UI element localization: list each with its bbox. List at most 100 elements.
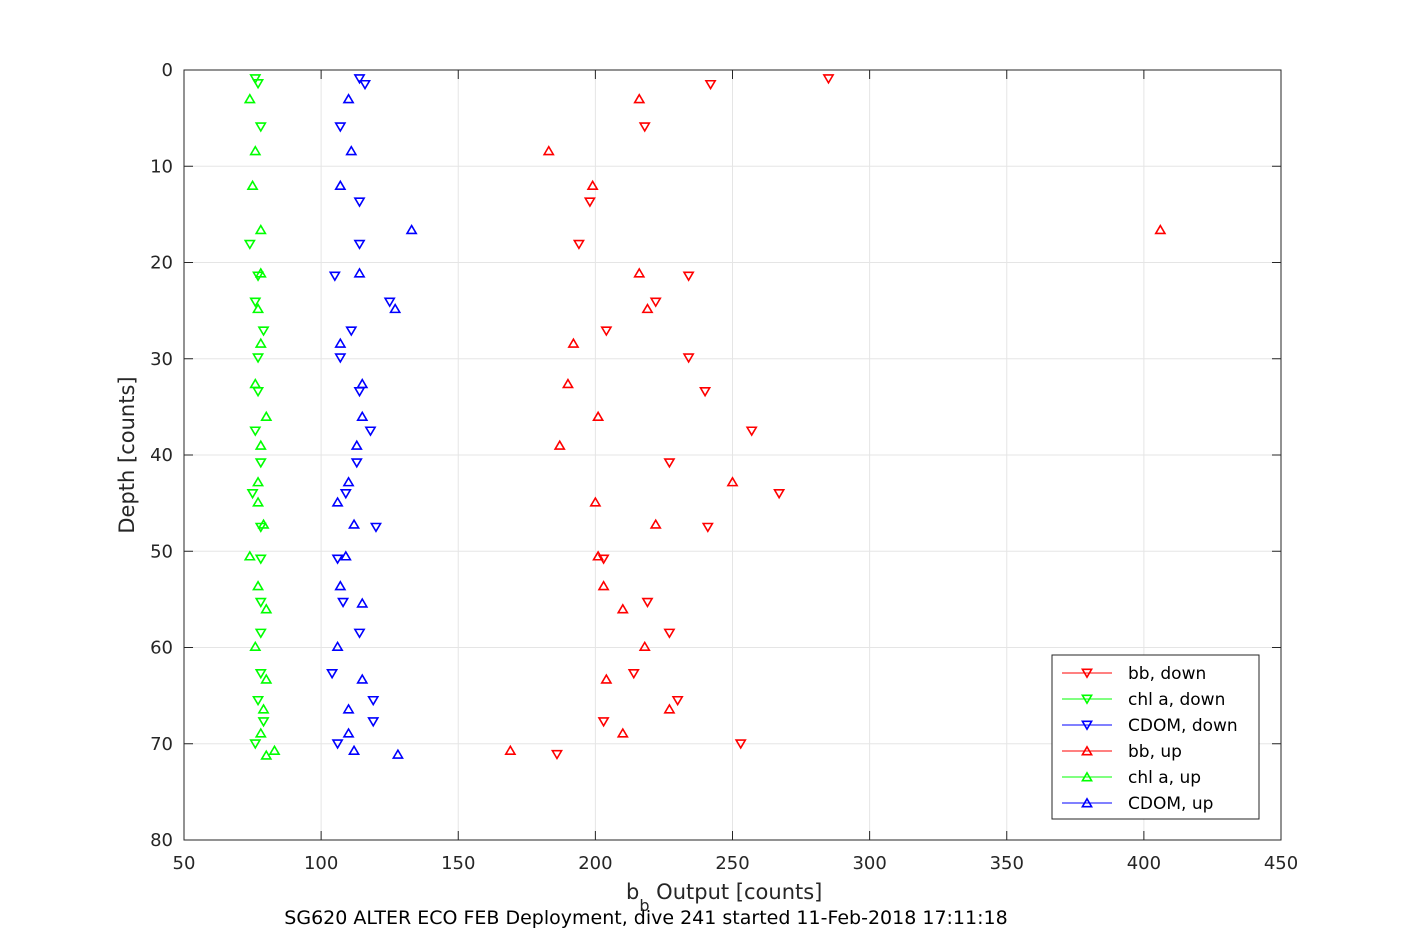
data-point xyxy=(268,744,281,755)
data-point xyxy=(561,378,574,389)
legend-marker xyxy=(1081,745,1093,756)
data-point xyxy=(254,597,267,608)
data-point xyxy=(616,603,629,614)
data-point xyxy=(353,197,366,208)
data-point xyxy=(589,496,602,507)
data-point xyxy=(254,554,267,565)
legend-label: CDOM, up xyxy=(1128,794,1213,814)
x-tick-labels: 50 100 150 200 250 300 350 400 450 xyxy=(173,853,1299,874)
data-point xyxy=(641,597,654,608)
data-point xyxy=(260,410,273,421)
data-point xyxy=(356,597,369,608)
data-point xyxy=(257,326,270,337)
data-point xyxy=(633,267,646,278)
data-point xyxy=(345,326,358,337)
data-point xyxy=(745,426,758,437)
data-point xyxy=(331,640,344,652)
data-point xyxy=(254,267,267,278)
data-point xyxy=(600,326,613,337)
x-tick-label: 200 xyxy=(578,853,612,874)
data-point xyxy=(257,703,270,714)
data-point xyxy=(663,458,676,469)
data-point xyxy=(773,489,786,500)
legend-entry: bb, down xyxy=(1062,664,1206,684)
data-point xyxy=(252,580,265,591)
x-axis-label-main: b xyxy=(626,880,639,904)
x-axis-label-subscript: b xyxy=(639,896,649,915)
data-point xyxy=(331,739,344,750)
data-point xyxy=(682,353,695,364)
legend-box xyxy=(1051,654,1260,820)
y-tick-label: 70 xyxy=(150,734,173,755)
data-point xyxy=(249,378,262,389)
data-point xyxy=(342,93,355,104)
data-point xyxy=(249,297,262,308)
data-point xyxy=(822,74,835,85)
data-point xyxy=(356,378,369,389)
data-point xyxy=(254,458,267,469)
data-point xyxy=(243,93,256,104)
data-point xyxy=(252,695,265,707)
data-point xyxy=(260,749,273,760)
data-point xyxy=(359,79,372,91)
data-point xyxy=(353,628,366,639)
y-tick-labels: 0 10 20 30 40 50 60 70 80 xyxy=(150,60,173,851)
data-point xyxy=(254,337,267,348)
data-point xyxy=(252,476,265,487)
data-point xyxy=(649,297,662,308)
series-5 xyxy=(331,93,418,759)
data-point xyxy=(572,239,585,250)
legend-entry: chl a, down xyxy=(1062,690,1225,710)
data-point xyxy=(342,727,355,738)
data-point xyxy=(627,669,640,680)
data-point xyxy=(350,439,363,450)
data-point xyxy=(356,673,369,684)
data-point xyxy=(726,476,739,487)
data-point xyxy=(254,439,267,450)
x-axis-label-rest: Output [counts] xyxy=(650,880,823,904)
data-point xyxy=(249,74,262,85)
data-point xyxy=(249,640,262,652)
legend-entry: CDOM, up xyxy=(1062,794,1213,814)
data-point xyxy=(367,695,380,707)
data-point xyxy=(254,122,267,133)
x-axis-label: bb Output [counts] xyxy=(626,880,822,915)
series-4 xyxy=(243,93,281,760)
legend-marker xyxy=(1081,797,1093,808)
legend-marker xyxy=(1081,720,1093,731)
y-tick-label: 60 xyxy=(150,638,173,659)
x-tick-label: 350 xyxy=(990,853,1024,874)
data-point xyxy=(649,518,662,529)
data-point xyxy=(257,518,270,529)
data-point xyxy=(369,522,382,533)
data-point xyxy=(339,550,352,561)
data-point xyxy=(342,476,355,487)
x-tick-label: 150 xyxy=(441,853,475,874)
data-point xyxy=(260,603,273,614)
data-point xyxy=(243,550,256,561)
data-point xyxy=(260,673,273,684)
legend: bb, down chl a, down CDOM, down bb, up chl a… xyxy=(1051,654,1260,820)
axes xyxy=(183,69,1282,841)
data-point xyxy=(350,458,363,469)
legend-label: CDOM, down xyxy=(1128,716,1238,736)
data-point xyxy=(600,673,613,684)
x-tick-label: 450 xyxy=(1264,853,1298,874)
data-point xyxy=(353,267,366,278)
x-tick-label: 300 xyxy=(852,853,886,874)
data-point xyxy=(252,302,265,314)
y-tick-label: 30 xyxy=(150,349,173,370)
chart-caption: SG620 ALTER ECO FEB Deployment, dive 241… xyxy=(284,907,1007,929)
data-point xyxy=(246,489,259,500)
data-point xyxy=(252,496,265,507)
data-point xyxy=(249,426,262,437)
data-point xyxy=(353,239,366,250)
data-point xyxy=(254,727,267,738)
data-point xyxy=(638,640,651,652)
data-point xyxy=(391,748,404,759)
series-1 xyxy=(243,74,270,750)
data-point xyxy=(342,703,355,714)
data-point xyxy=(383,297,396,308)
legend-marker xyxy=(1081,694,1093,705)
